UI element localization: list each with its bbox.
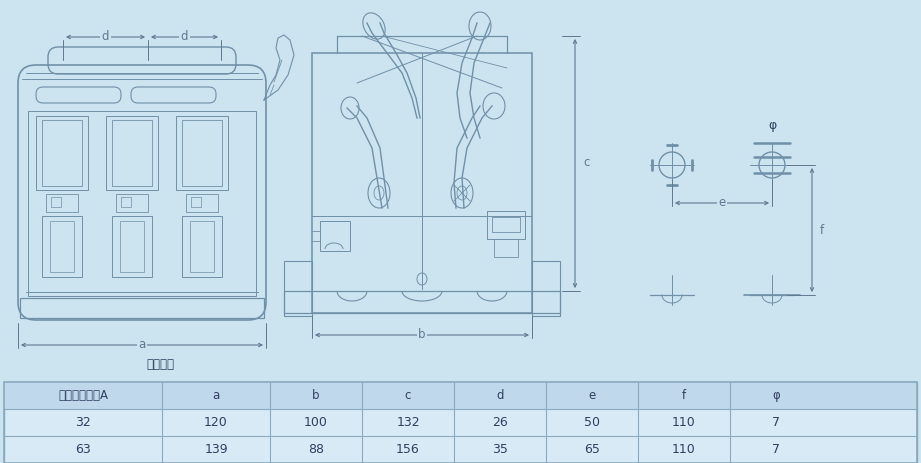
Bar [4, 382, 917, 409]
Bar [284, 261, 312, 316]
Text: d: d [496, 389, 504, 402]
Text: a: a [138, 338, 146, 351]
Bar [532, 261, 560, 316]
Text: d: d [101, 31, 110, 44]
Bar [42, 215, 82, 277]
Text: e: e [589, 389, 596, 402]
Bar [182, 120, 222, 186]
Text: b: b [418, 329, 426, 342]
Text: c: c [584, 156, 590, 169]
Bar [4, 382, 917, 463]
Bar [320, 221, 350, 251]
Bar [487, 211, 525, 239]
Text: 安装尺寸: 安装尺寸 [146, 358, 174, 371]
Bar [51, 196, 61, 206]
Text: d: d [181, 31, 188, 44]
Bar [42, 120, 82, 186]
Text: 110: 110 [672, 416, 696, 429]
Text: 32: 32 [76, 416, 91, 429]
Text: 100: 100 [304, 416, 328, 429]
Bar [120, 220, 144, 272]
Bar [50, 220, 74, 272]
Text: 139: 139 [204, 443, 227, 456]
Text: 110: 110 [672, 443, 696, 456]
Text: φ: φ [772, 389, 780, 402]
Text: 156: 156 [396, 443, 420, 456]
Bar [112, 215, 152, 277]
Bar [112, 120, 152, 186]
Bar [186, 194, 218, 212]
Bar [28, 111, 256, 296]
Text: 50: 50 [584, 416, 600, 429]
Text: 35: 35 [492, 443, 508, 456]
Text: 7: 7 [772, 416, 780, 429]
Text: 65: 65 [584, 443, 600, 456]
Text: c: c [405, 389, 411, 402]
Bar [46, 194, 78, 212]
Text: b: b [312, 389, 320, 402]
Bar [492, 217, 520, 232]
Text: 26: 26 [492, 416, 507, 429]
Bar [312, 53, 532, 313]
Text: f: f [682, 389, 686, 402]
Text: e: e [718, 196, 726, 209]
Text: a: a [213, 389, 219, 402]
Bar [4, 382, 917, 463]
Bar [20, 298, 264, 318]
Text: φ: φ [768, 119, 776, 131]
Text: 120: 120 [204, 416, 227, 429]
Text: f: f [820, 224, 824, 237]
Bar [494, 239, 518, 257]
Bar [176, 116, 228, 189]
Text: 7: 7 [772, 443, 780, 456]
Bar [36, 116, 88, 189]
Bar [182, 215, 222, 277]
Bar [190, 220, 214, 272]
Text: 132: 132 [396, 416, 420, 429]
Text: 63: 63 [76, 443, 91, 456]
Bar [284, 291, 560, 313]
Bar [191, 196, 201, 206]
Bar [116, 194, 148, 212]
Text: 88: 88 [308, 443, 324, 456]
Text: 额定工作电流A: 额定工作电流A [58, 389, 108, 402]
Bar [106, 116, 158, 189]
Bar [121, 196, 131, 206]
